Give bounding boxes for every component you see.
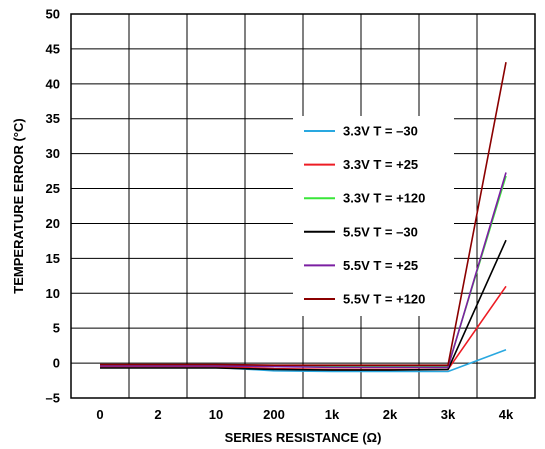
series-line-5 <box>100 172 507 369</box>
legend-label: 5.5V T = –30 <box>343 224 418 239</box>
x-tick-label: 1k <box>325 407 340 422</box>
x-tick-label: 10 <box>209 407 223 422</box>
series-lines <box>100 62 507 373</box>
x-tick-label: 4k <box>499 407 514 422</box>
legend-label: 3.3V T = +25 <box>343 157 418 172</box>
legend-item: 3.3V T = +120 <box>304 191 425 206</box>
x-tick-label: 0 <box>96 407 103 422</box>
y-axis-ticks: –5 0 5 10 15 20 25 30 35 40 45 50 <box>46 7 60 406</box>
legend-item: 5.5V T = –30 <box>304 224 418 239</box>
y-tick-label: 20 <box>46 216 60 231</box>
series-line-4 <box>100 239 507 371</box>
series-line-6 <box>100 62 507 367</box>
y-tick-label: 30 <box>46 146 60 161</box>
y-tick-label: 45 <box>46 41 60 56</box>
y-tick-label: 40 <box>46 76 60 91</box>
x-tick-label: 3k <box>441 407 456 422</box>
legend-label: 3.3V T = +120 <box>343 191 425 206</box>
y-tick-label: 0 <box>53 356 60 371</box>
y-tick-label: 50 <box>46 7 60 22</box>
legend-label: 5.5V T = +120 <box>343 292 425 307</box>
legend-item: 3.3V T = –30 <box>304 124 418 139</box>
x-axis-title: SERIES RESISTANCE (Ω) <box>225 430 382 445</box>
x-tick-label: 2k <box>383 407 398 422</box>
y-tick-label: 15 <box>46 251 60 266</box>
legend-item: 5.5V T = +25 <box>304 258 418 273</box>
y-tick-label: 25 <box>46 181 60 196</box>
x-axis-ticks: 0 2 10 200 1k 2k 3k 4k <box>96 407 514 422</box>
x-tick-label: 2 <box>154 407 161 422</box>
y-tick-label: 10 <box>46 286 60 301</box>
legend-item: 3.3V T = +25 <box>304 157 418 172</box>
legend-label: 3.3V T = –30 <box>343 124 418 139</box>
legend-background <box>293 116 454 316</box>
y-tick-label: –5 <box>46 391 60 406</box>
legend-item: 5.5V T = +120 <box>304 292 425 307</box>
y-tick-label: 35 <box>46 111 60 126</box>
x-tick-label: 200 <box>263 407 285 422</box>
plot-frame <box>70 13 536 399</box>
legend-label: 5.5V T = +25 <box>343 258 418 273</box>
legend: 3.3V T = –30 3.3V T = +25 3.3V T = +120 5.5… <box>304 124 425 307</box>
y-tick-label: 5 <box>53 321 60 336</box>
y-axis-title: TEMPERATURE ERROR (°C) <box>11 118 26 293</box>
